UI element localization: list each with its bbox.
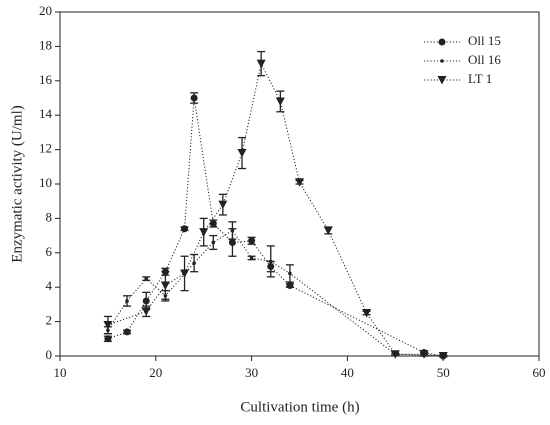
- marker: [180, 269, 190, 278]
- marker: [249, 256, 254, 260]
- marker: [268, 259, 273, 264]
- marker: [295, 178, 304, 187]
- marker: [256, 59, 266, 69]
- y-tick-label: 10: [39, 175, 52, 190]
- marker: [142, 297, 150, 305]
- y-tick-label: 20: [39, 3, 52, 18]
- marker: [288, 271, 292, 276]
- y-tick-label: 6: [46, 244, 53, 259]
- marker: [199, 228, 209, 237]
- series-line: [107, 229, 444, 357]
- marker: [362, 309, 372, 318]
- marker: [286, 281, 294, 289]
- y-tick-label: 2: [46, 313, 53, 328]
- x-tick-label: 60: [533, 365, 546, 380]
- legend-label: LT 1: [468, 71, 492, 86]
- marker: [228, 238, 236, 246]
- x-tick-label: 50: [437, 365, 450, 380]
- x-tick-label: 20: [149, 365, 162, 380]
- marker: [209, 220, 217, 228]
- y-tick-label: 0: [46, 347, 53, 362]
- series-line: [107, 62, 444, 357]
- marker: [438, 352, 448, 361]
- y-tick-label: 8: [46, 209, 53, 224]
- marker: [275, 97, 285, 106]
- x-tick-label: 30: [245, 365, 258, 380]
- x-tick-label: 40: [341, 365, 354, 380]
- legend-label: Oll 15: [468, 33, 501, 48]
- marker: [323, 226, 333, 235]
- y-tick-label: 14: [39, 106, 53, 121]
- marker: [237, 149, 247, 158]
- marker: [125, 299, 129, 303]
- y-tick-label: 16: [39, 72, 53, 87]
- marker: [123, 328, 131, 336]
- x-axis-label: Cultivation time (h): [240, 399, 359, 415]
- marker: [104, 335, 112, 343]
- marker: [211, 240, 216, 245]
- marker: [248, 237, 256, 245]
- y-tick-label: 18: [39, 37, 52, 52]
- marker: [438, 38, 446, 46]
- marker: [141, 307, 151, 316]
- marker: [419, 350, 429, 359]
- x-tick-label: 10: [54, 365, 67, 380]
- marker: [181, 225, 189, 233]
- marker: [440, 59, 444, 63]
- marker: [190, 94, 198, 102]
- marker: [437, 76, 447, 85]
- marker: [144, 276, 149, 281]
- legend-label: Oll 16: [468, 52, 501, 67]
- marker: [218, 200, 228, 210]
- series-line: [107, 97, 444, 357]
- y-tick-label: 12: [39, 141, 52, 156]
- y-tick-label: 4: [46, 278, 53, 293]
- marker: [103, 321, 113, 330]
- y-axis-label: Enzymatic activity (U/ml): [9, 105, 25, 262]
- marker: [192, 261, 196, 265]
- marker: [230, 228, 235, 233]
- marker: [160, 281, 170, 290]
- marker: [390, 350, 400, 359]
